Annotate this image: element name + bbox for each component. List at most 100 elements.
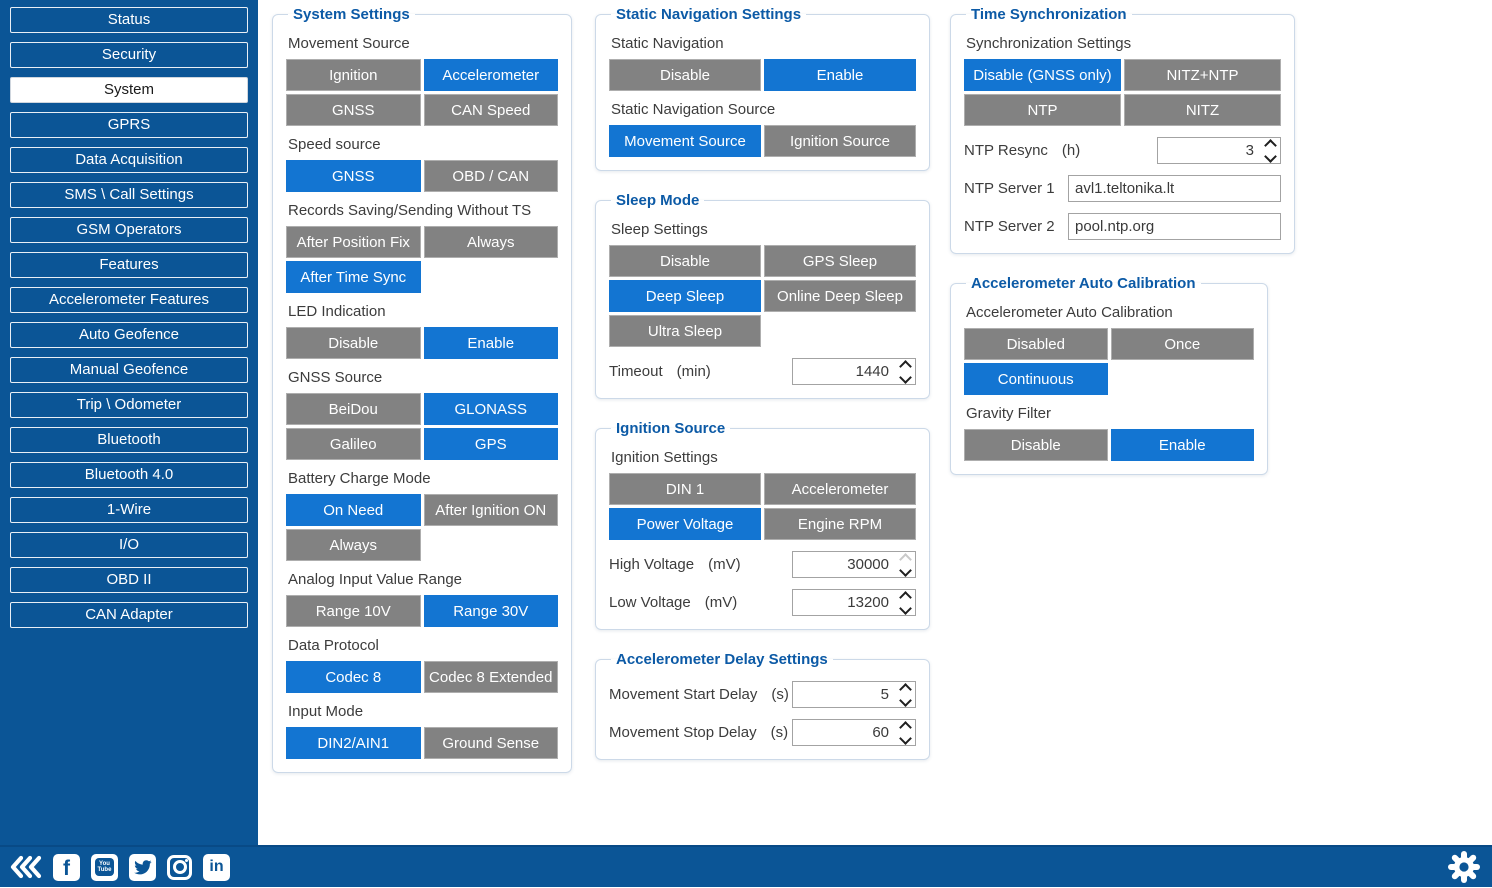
- option-button-cal-disabled[interactable]: Disabled: [964, 328, 1108, 360]
- teltonika-arrows-icon[interactable]: [8, 853, 42, 881]
- option-button-ignition-source[interactable]: Ignition Source: [764, 125, 916, 157]
- static-navigation-panel: Static Navigation Settings Static Naviga…: [595, 6, 930, 171]
- spin-down-icon[interactable]: [899, 693, 912, 707]
- option-button-range-10v[interactable]: Range 10V: [286, 595, 421, 627]
- group-label: Ignition Settings: [611, 449, 718, 466]
- sidebar-item-io[interactable]: I/O: [10, 532, 248, 558]
- field-unit: (s): [771, 686, 789, 703]
- option-button-gravity-disable[interactable]: Disable: [964, 429, 1108, 461]
- option-button-glonass[interactable]: GLONASS: [423, 393, 558, 425]
- option-button-led-enable[interactable]: Enable: [423, 327, 558, 359]
- option-button-after-ignition-on[interactable]: After Ignition ON: [423, 494, 558, 526]
- settings-gear-icon[interactable]: [1448, 851, 1480, 883]
- option-button-staticnav-enable[interactable]: Enable: [764, 59, 916, 91]
- sidebar-item-status[interactable]: Status: [10, 7, 248, 33]
- accelerometer-delay-panel: Accelerometer Delay Settings Movement St…: [595, 651, 930, 760]
- option-button-gps[interactable]: GPS: [423, 428, 558, 460]
- sidebar-item-bluetooth-40[interactable]: Bluetooth 4.0: [10, 462, 248, 488]
- sidebar-item-accelerometer-features[interactable]: Accelerometer Features: [10, 287, 248, 313]
- low-voltage-spinner: [792, 589, 916, 616]
- option-button-galileo[interactable]: Galileo: [286, 428, 421, 460]
- footer-bar: f You Tube in: [0, 845, 1492, 887]
- main-content: System Settings Movement Source Ignition…: [258, 0, 1492, 845]
- linkedin-icon[interactable]: in: [203, 853, 230, 881]
- option-button-gnss-speed[interactable]: GNSS: [286, 160, 421, 192]
- ntp-resync-input[interactable]: [1157, 137, 1281, 164]
- option-button-ntp[interactable]: NTP: [964, 94, 1121, 126]
- option-button-din2-ain1[interactable]: DIN2/AIN1: [286, 727, 421, 759]
- option-button-beidou[interactable]: BeiDou: [286, 393, 421, 425]
- low-voltage-input[interactable]: [792, 589, 916, 616]
- option-button-gravity-enable[interactable]: Enable: [1110, 429, 1254, 461]
- movement-stop-delay-spinner: [792, 719, 916, 746]
- sidebar-item-1-wire[interactable]: 1-Wire: [10, 497, 248, 523]
- movement-start-delay-input[interactable]: [792, 681, 916, 708]
- instagram-dot: [185, 858, 188, 862]
- option-button-led-disable[interactable]: Disable: [286, 327, 421, 359]
- option-button-nitz[interactable]: NITZ: [1124, 94, 1281, 126]
- time-synchronization-panel: Time Synchronization Synchronization Set…: [950, 6, 1295, 254]
- instagram-lens: [172, 860, 187, 874]
- sidebar-item-obd-ii[interactable]: OBD II: [10, 567, 248, 593]
- ntp-server-2-input[interactable]: [1068, 213, 1281, 240]
- sidebar-item-trip-odometer[interactable]: Trip \ Odometer: [10, 392, 248, 418]
- option-button-engine-rpm[interactable]: Engine RPM: [764, 508, 916, 540]
- option-button-nitz-ntp[interactable]: NITZ+NTP: [1124, 59, 1281, 91]
- high-voltage-input[interactable]: [792, 551, 916, 578]
- ntp-server-1-input[interactable]: [1068, 175, 1281, 202]
- sidebar-item-manual-geofence[interactable]: Manual Geofence: [10, 357, 248, 383]
- option-button-din1[interactable]: DIN 1: [609, 473, 761, 505]
- option-button-can-speed[interactable]: CAN Speed: [423, 94, 558, 126]
- option-button-ultra-sleep[interactable]: Ultra Sleep: [609, 315, 761, 347]
- option-button-power-voltage[interactable]: Power Voltage: [609, 508, 761, 540]
- option-button-sleep-disable[interactable]: Disable: [609, 245, 761, 277]
- option-button-range-30v[interactable]: Range 30V: [423, 595, 558, 627]
- option-button-codec-8-extended[interactable]: Codec 8 Extended: [423, 661, 558, 693]
- sidebar-item-gsm-operators[interactable]: GSM Operators: [10, 217, 248, 243]
- option-button-always-ts[interactable]: Always: [423, 226, 558, 258]
- twitter-icon[interactable]: [129, 853, 156, 881]
- option-button-obd-can[interactable]: OBD / CAN: [423, 160, 558, 192]
- spin-down-icon[interactable]: [899, 370, 912, 384]
- spin-down-icon[interactable]: [1264, 149, 1277, 163]
- sidebar-item-auto-geofence[interactable]: Auto Geofence: [10, 322, 248, 348]
- option-button-deep-sleep[interactable]: Deep Sleep: [609, 280, 761, 312]
- group-label: Battery Charge Mode: [288, 470, 431, 487]
- option-button-ignition[interactable]: Ignition: [286, 59, 421, 91]
- sidebar-item-system[interactable]: System: [10, 77, 248, 103]
- sidebar-item-can-adapter[interactable]: CAN Adapter: [10, 602, 248, 628]
- spin-down-icon[interactable]: [899, 731, 912, 745]
- sidebar-item-security[interactable]: Security: [10, 42, 248, 68]
- sidebar-item-bluetooth[interactable]: Bluetooth: [10, 427, 248, 453]
- option-button-online-deep-sleep[interactable]: Online Deep Sleep: [764, 280, 916, 312]
- option-button-always-charge[interactable]: Always: [286, 529, 421, 561]
- option-button-cal-once[interactable]: Once: [1110, 328, 1254, 360]
- sidebar-item-features[interactable]: Features: [10, 252, 248, 278]
- option-button-movement-source[interactable]: Movement Source: [609, 125, 761, 157]
- youtube-icon[interactable]: You Tube: [91, 853, 118, 881]
- high-voltage-spinner: [792, 551, 916, 578]
- spin-down-icon[interactable]: [899, 563, 912, 577]
- option-button-after-position-fix[interactable]: After Position Fix: [286, 226, 421, 258]
- option-button-ign-accelerometer[interactable]: Accelerometer: [764, 473, 916, 505]
- spin-down-icon[interactable]: [899, 601, 912, 615]
- option-button-accelerometer[interactable]: Accelerometer: [423, 59, 558, 91]
- sidebar-item-data-acquisition[interactable]: Data Acquisition: [10, 147, 248, 173]
- movement-stop-delay-input[interactable]: [792, 719, 916, 746]
- facebook-icon[interactable]: f: [53, 853, 80, 881]
- option-button-ground-sense[interactable]: Ground Sense: [423, 727, 558, 759]
- timeout-input[interactable]: [792, 358, 916, 385]
- option-button-on-need[interactable]: On Need: [286, 494, 421, 526]
- instagram-icon[interactable]: [167, 854, 192, 880]
- option-button-gps-sleep[interactable]: GPS Sleep: [764, 245, 916, 277]
- field-label: NTP Server 1: [964, 180, 1055, 197]
- sidebar-item-sms-call-settings[interactable]: SMS \ Call Settings: [10, 182, 248, 208]
- option-button-cal-continuous[interactable]: Continuous: [964, 363, 1108, 395]
- linkedin-letters: in: [209, 858, 224, 875]
- option-button-after-time-sync[interactable]: After Time Sync: [286, 261, 421, 293]
- option-button-disable-gnss-only[interactable]: Disable (GNSS only): [964, 59, 1121, 91]
- sidebar-item-gprs[interactable]: GPRS: [10, 112, 248, 138]
- option-button-codec-8[interactable]: Codec 8: [286, 661, 421, 693]
- option-button-gnss[interactable]: GNSS: [286, 94, 421, 126]
- option-button-staticnav-disable[interactable]: Disable: [609, 59, 761, 91]
